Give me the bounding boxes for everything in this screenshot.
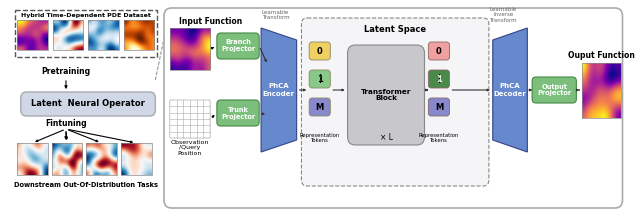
Bar: [17, 20, 48, 50]
Text: × L: × L: [380, 133, 392, 143]
Text: Learnable
Inverse
Transform: Learnable Inverse Transform: [490, 7, 517, 23]
Bar: [88, 20, 119, 50]
FancyBboxPatch shape: [309, 98, 330, 116]
Bar: [52, 143, 83, 175]
FancyBboxPatch shape: [217, 33, 259, 59]
FancyBboxPatch shape: [301, 18, 489, 186]
FancyBboxPatch shape: [217, 100, 259, 126]
Text: Output
Projector: Output Projector: [537, 84, 572, 97]
FancyBboxPatch shape: [164, 8, 623, 208]
Text: Observation
/Query
Position: Observation /Query Position: [171, 140, 209, 156]
Text: Representation
Tokens: Representation Tokens: [300, 133, 340, 143]
Text: 0: 0: [436, 46, 442, 56]
Bar: [582, 63, 621, 118]
FancyBboxPatch shape: [170, 100, 210, 138]
FancyBboxPatch shape: [428, 70, 449, 88]
Text: Transformer
Block: Transformer Block: [361, 89, 412, 102]
Text: Pretraining: Pretraining: [42, 67, 90, 77]
FancyBboxPatch shape: [309, 70, 330, 88]
Text: ⋮: ⋮: [314, 74, 325, 84]
FancyBboxPatch shape: [309, 42, 330, 60]
Text: Learnable
Transform: Learnable Transform: [262, 10, 289, 20]
Text: 0: 0: [317, 46, 323, 56]
Text: M: M: [435, 102, 443, 112]
FancyBboxPatch shape: [532, 77, 577, 103]
Text: M: M: [316, 102, 324, 112]
Bar: [17, 143, 48, 175]
Text: PhCA
Encoder: PhCA Encoder: [262, 84, 294, 97]
Bar: [170, 28, 210, 70]
Text: Input Function: Input Function: [179, 18, 242, 26]
Bar: [124, 20, 154, 50]
Bar: [86, 143, 117, 175]
Text: Latent Space: Latent Space: [364, 26, 426, 35]
Polygon shape: [493, 28, 527, 152]
FancyBboxPatch shape: [428, 98, 449, 116]
Text: Hybrid Time-Dependent PDE Dataset: Hybrid Time-Dependent PDE Dataset: [21, 13, 151, 18]
Text: 1: 1: [436, 74, 442, 84]
Text: Ouput Function: Ouput Function: [568, 51, 635, 59]
FancyBboxPatch shape: [428, 42, 449, 60]
Bar: [52, 20, 83, 50]
Bar: [15, 10, 157, 57]
Text: Branch
Projector: Branch Projector: [221, 39, 255, 53]
FancyBboxPatch shape: [20, 92, 156, 116]
Text: Representation
Tokens: Representation Tokens: [419, 133, 459, 143]
Text: Latent  Neural Operator: Latent Neural Operator: [31, 100, 145, 108]
FancyBboxPatch shape: [348, 45, 424, 145]
Bar: [121, 143, 152, 175]
Text: Trunk
Projector: Trunk Projector: [221, 107, 255, 120]
Text: Downstream Out-Of-Distribution Tasks: Downstream Out-Of-Distribution Tasks: [14, 182, 158, 188]
Text: PhCA
Decoder: PhCA Decoder: [493, 84, 527, 97]
Text: ⋮: ⋮: [433, 74, 444, 84]
Text: 1: 1: [317, 74, 323, 84]
Text: Fintuning: Fintuning: [45, 118, 87, 128]
Polygon shape: [261, 28, 297, 152]
